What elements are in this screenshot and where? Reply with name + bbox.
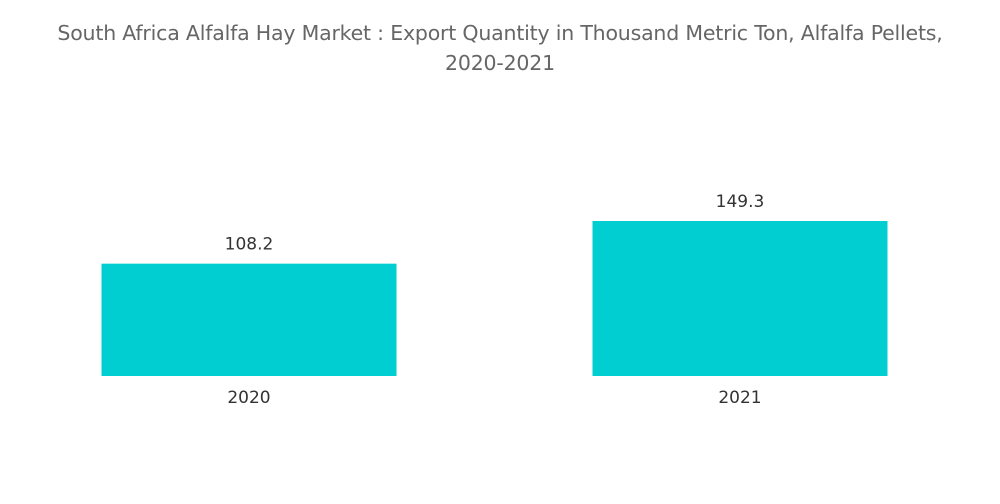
value-label-2020: 108.2: [225, 235, 274, 255]
x-tick-label-2020: 2020: [227, 388, 270, 408]
chart-title-line-2: 2020-2021: [445, 51, 555, 75]
bar-2021: [592, 221, 888, 376]
value-labels-group: 108.2 149.3: [225, 192, 765, 255]
chart-title: South Africa Alfalfa Hay Market : Export…: [0, 18, 1000, 78]
x-axis-ticks-group: 2020 2021: [227, 388, 761, 408]
x-tick-label-2021: 2021: [718, 388, 761, 408]
bars-group: [101, 221, 888, 376]
bar-2020: [101, 263, 397, 376]
value-label-2021: 149.3: [716, 192, 765, 212]
chart-title-line-1: South Africa Alfalfa Hay Market : Export…: [57, 21, 943, 45]
